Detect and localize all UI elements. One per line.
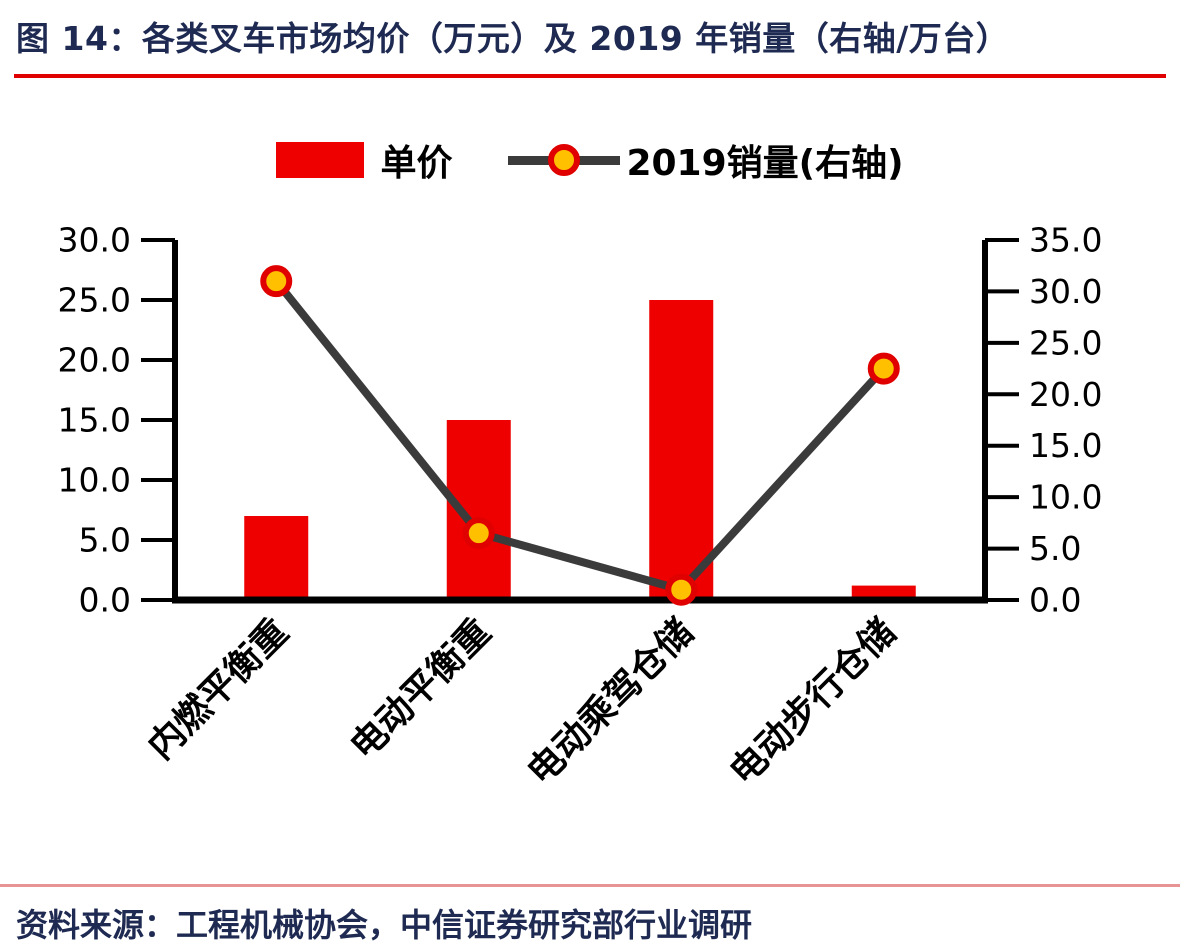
sales-line <box>272 277 888 594</box>
category-label-0: 内燃平衡重 <box>140 611 296 767</box>
right-axis-tick-label: 30.0 <box>1029 272 1102 311</box>
sales-line-marker-3 <box>867 352 900 385</box>
category-label-2: 电动乘驾仓储 <box>520 611 702 793</box>
line-legend-swatch <box>508 144 621 176</box>
left-axis-tick-label: 10.0 <box>58 461 131 500</box>
price-bar-3 <box>851 585 916 600</box>
left-axis-tick-label: 20.0 <box>58 341 131 380</box>
right-axis-tick-label: 5.0 <box>1029 529 1081 568</box>
left-axis-tick-label: 30.0 <box>58 221 131 260</box>
left-axis-tick-label: 0.0 <box>79 581 131 620</box>
right-axis-tick-label: 0.0 <box>1029 581 1081 620</box>
figure-title: 图 14：各类叉车市场均价（万元）及 2019 年销量（右轴/万台） <box>16 19 1010 58</box>
category-label-3: 电动步行仓储 <box>722 611 904 793</box>
right-axis-tick-label: 20.0 <box>1029 375 1102 414</box>
sales-line-marker-1 <box>462 517 495 550</box>
right-axis-tick-label: 25.0 <box>1029 323 1102 362</box>
title-underline <box>14 74 1166 78</box>
right-axis-tick-label: 15.0 <box>1029 426 1102 465</box>
source-text: 资料来源：工程机械协会，中信证券研究部行业调研 <box>16 906 753 944</box>
price-bar-0 <box>244 516 309 600</box>
left-axis-tick-label: 5.0 <box>79 521 131 560</box>
sales-line-marker-2 <box>665 573 698 606</box>
bar-legend-label: 单价 <box>380 143 453 184</box>
category-label-1: 电动平衡重 <box>343 611 499 767</box>
sales-line-marker-0 <box>260 265 293 298</box>
right-axis-tick-label: 35.0 <box>1029 221 1102 260</box>
chart-legend: 单价 2019销量(右轴) <box>0 134 1180 186</box>
left-axis-tick-label: 25.0 <box>58 281 131 320</box>
left-axis-tick-label: 15.0 <box>58 401 131 440</box>
line-legend-label: 2019销量(右轴) <box>626 143 904 184</box>
price-bar-2 <box>649 300 714 600</box>
right-axis-tick-label: 10.0 <box>1029 478 1102 517</box>
line-legend-marker-icon <box>548 144 581 176</box>
combo-chart: 0.0 5.0 10.0 15.0 20.0 25.0 30.0 0.0 5.0 10.0 15.0… <box>58 221 1103 794</box>
bar-legend-swatch <box>276 142 365 178</box>
footer-divider <box>0 884 1180 887</box>
